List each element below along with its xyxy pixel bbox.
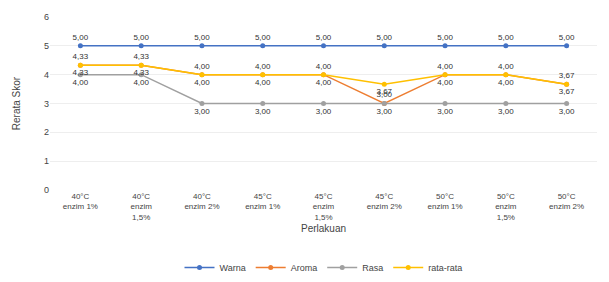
svg-text:4,00: 4,00 [194,62,210,71]
svg-text:5,00: 5,00 [559,33,575,42]
svg-text:4,00: 4,00 [255,62,271,71]
svg-text:1: 1 [44,156,49,166]
svg-text:4,33: 4,33 [133,68,149,77]
svg-text:Rasa: Rasa [362,263,383,273]
svg-text:5,00: 5,00 [73,33,89,42]
svg-text:4,00: 4,00 [316,78,332,87]
svg-text:4,00: 4,00 [194,78,210,87]
svg-text:3,00: 3,00 [316,107,332,116]
svg-text:Aroma: Aroma [291,263,318,273]
svg-text:50°Cenzim1,5%: 50°Cenzim1,5% [495,192,517,222]
svg-text:2: 2 [44,127,49,137]
svg-text:Warna: Warna [220,263,246,273]
svg-text:4,33: 4,33 [73,68,89,77]
svg-text:40°Cenzim 1%: 40°Cenzim 1% [63,192,98,211]
svg-text:Perlakuan: Perlakuan [301,223,346,234]
svg-text:3,00: 3,00 [255,107,271,116]
svg-text:3,00: 3,00 [376,90,392,99]
svg-text:5,00: 5,00 [194,33,210,42]
svg-text:4,00: 4,00 [316,62,332,71]
svg-text:4,00: 4,00 [437,62,453,71]
svg-text:4,33: 4,33 [133,52,149,61]
svg-text:4,00: 4,00 [498,78,514,87]
svg-text:Rerata Skor: Rerata Skor [11,76,22,130]
svg-text:45°Cenzim1,5%: 45°Cenzim1,5% [313,192,335,222]
svg-text:45°Cenzim 2%: 45°Cenzim 2% [367,192,402,211]
svg-text:3,00: 3,00 [376,107,392,116]
svg-text:50°Cenzim 2%: 50°Cenzim 2% [549,192,584,211]
svg-text:4,00: 4,00 [437,78,453,87]
svg-text:5,00: 5,00 [437,33,453,42]
svg-text:5,00: 5,00 [316,33,332,42]
svg-text:4,33: 4,33 [73,52,89,61]
svg-text:3,67: 3,67 [559,87,575,96]
svg-text:4,00: 4,00 [133,78,149,87]
svg-text:4,00: 4,00 [498,62,514,71]
svg-text:40°Cenzim1,5%: 40°Cenzim1,5% [130,192,152,222]
svg-text:45°Cenzim 1%: 45°Cenzim 1% [245,192,280,211]
svg-text:4,00: 4,00 [255,78,271,87]
svg-text:6: 6 [44,12,49,22]
svg-text:5,00: 5,00 [376,33,392,42]
svg-text:rata-rata: rata-rata [428,263,462,273]
svg-text:5,00: 5,00 [255,33,271,42]
svg-text:5: 5 [44,41,49,51]
svg-text:50°Cenzim 1%: 50°Cenzim 1% [427,192,462,211]
svg-text:4: 4 [44,70,49,80]
svg-text:5,00: 5,00 [498,33,514,42]
svg-text:3: 3 [44,99,49,109]
svg-text:3,67: 3,67 [559,71,575,80]
svg-text:3,67: 3,67 [376,87,392,96]
svg-text:3,00: 3,00 [437,107,453,116]
svg-text:3,00: 3,00 [559,107,575,116]
svg-text:5,00: 5,00 [133,33,149,42]
svg-text:3,00: 3,00 [194,107,210,116]
svg-text:0: 0 [44,185,49,195]
svg-text:4,00: 4,00 [73,78,89,87]
svg-text:3,00: 3,00 [498,107,514,116]
svg-text:40°Cenzim 2%: 40°Cenzim 2% [184,192,219,211]
